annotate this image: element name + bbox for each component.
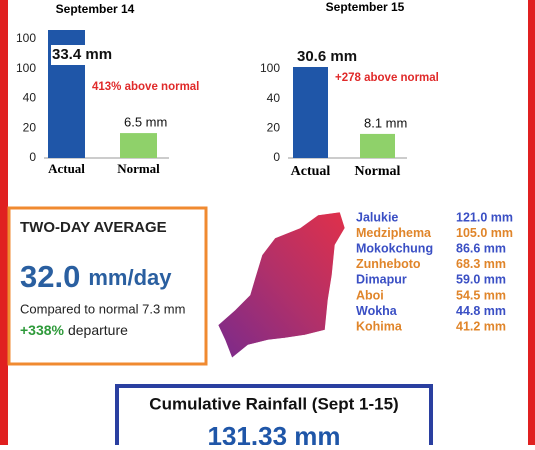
district-value: 121.0 mm: [456, 210, 513, 224]
x-tick-label: Normal: [117, 161, 160, 176]
average-title: TWO-DAY AVERAGE: [20, 219, 167, 236]
y-tick-label: 20: [23, 120, 37, 134]
y-tick-label: 100: [16, 61, 36, 75]
district-value: 59.0 mm: [456, 273, 506, 287]
district-value: 54.5 mm: [456, 288, 506, 302]
bar: [120, 133, 157, 158]
y-tick-label: 0: [273, 150, 280, 164]
district-name: Dimapur: [356, 273, 407, 287]
x-tick-label: Actual: [48, 161, 85, 176]
district-name: Medziphema: [356, 226, 432, 240]
cumulative-title: Cumulative Rainfall (Sept 1-15): [149, 394, 398, 413]
average-box: [7, 206, 208, 366]
value-label: 6.5 mm: [124, 115, 167, 130]
y-tick-label: 0: [29, 150, 36, 164]
y-tick-label: 100: [260, 61, 280, 75]
average-value: 32.0 mm/day: [20, 259, 172, 294]
chart-title: September 15: [326, 0, 405, 14]
y-tick-label: 40: [23, 91, 37, 105]
bar: [293, 67, 328, 158]
map: [217, 211, 346, 359]
value-label: 33.4 mm: [52, 46, 112, 63]
x-tick-label: Actual: [291, 164, 331, 179]
value-label-bg: [51, 45, 129, 65]
district-value: 105.0 mm: [456, 226, 513, 240]
x-tick-label: Normal: [355, 164, 401, 179]
border-right: [528, 0, 535, 445]
y-tick-label: 40: [267, 91, 281, 105]
charts: September 14 0 20 40 100 100 33.4 mm Actual 6.5 …: [16, 0, 439, 179]
y-tick-label: 100: [16, 31, 36, 45]
value-label: 30.6 mm: [297, 48, 357, 65]
district-name: Wokha: [356, 304, 398, 318]
district-list: Jalukie 121.0 mm Medziphema 105.0 mm Mokokch…: [356, 210, 513, 333]
district-value: 41.2 mm: [456, 319, 506, 333]
district-value: 86.6 mm: [456, 241, 506, 255]
district-value: 68.3 mm: [456, 257, 506, 271]
value-label: 8.1 mm: [364, 115, 407, 130]
chart-title: September 14: [56, 2, 135, 16]
average-departure: +338% departure: [20, 322, 128, 338]
district-name: Mokokchung: [356, 241, 433, 255]
district-name: Zunheboto: [356, 257, 421, 271]
district-name: Kohima: [356, 319, 403, 333]
annotation: 413% above normal: [92, 81, 199, 93]
district-value: 44.8 mm: [456, 304, 506, 318]
district-name: Aboi: [356, 288, 384, 302]
border-left: [0, 0, 8, 445]
district-name: Jalukie: [356, 210, 398, 224]
y-tick-label: 20: [267, 121, 281, 135]
bar: [360, 133, 395, 158]
average-comparison: Compared to normal 7.3 mm: [20, 301, 185, 316]
cumulative-value: 131.33 mm: [208, 421, 341, 445]
annotation: +278 above normal: [335, 72, 439, 84]
